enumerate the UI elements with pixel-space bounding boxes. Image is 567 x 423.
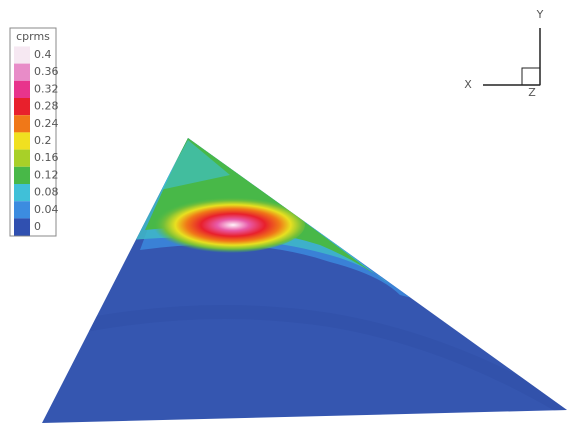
legend-tick-label: 0.2 (34, 134, 52, 147)
domain (42, 138, 567, 423)
legend-tick-label: 0.08 (34, 186, 59, 199)
axis-label: Z (528, 86, 536, 99)
legend-tick-label: 0.36 (34, 65, 59, 78)
legend-tick-label: 0.12 (34, 168, 59, 181)
color-swatch (14, 218, 30, 236)
color-swatch (14, 115, 30, 133)
color-swatch (14, 132, 30, 150)
contour-field (42, 138, 567, 423)
legend-tick-label: 0.4 (34, 48, 52, 61)
legend-title: cprms (16, 30, 50, 43)
axis-label: Y (536, 8, 544, 21)
legend-tick-label: 0.32 (34, 82, 59, 95)
legend-tick-label: 0.16 (34, 151, 59, 164)
color-swatch (14, 63, 30, 81)
color-swatch (14, 98, 30, 116)
axis-label: X (464, 78, 472, 91)
axis-triad: Y X Z (464, 8, 543, 99)
legend-tick-label: 0 (34, 220, 41, 233)
legend-tick-label: 0.04 (34, 203, 59, 216)
color-swatch (14, 184, 30, 202)
color-swatch (14, 80, 30, 98)
color-swatch (14, 166, 30, 184)
legend-tick-label: 0.28 (34, 100, 59, 113)
legend-tick-label: 0.24 (34, 117, 59, 130)
color-swatch (14, 201, 30, 219)
color-swatch (14, 149, 30, 167)
color-swatch (14, 46, 30, 64)
